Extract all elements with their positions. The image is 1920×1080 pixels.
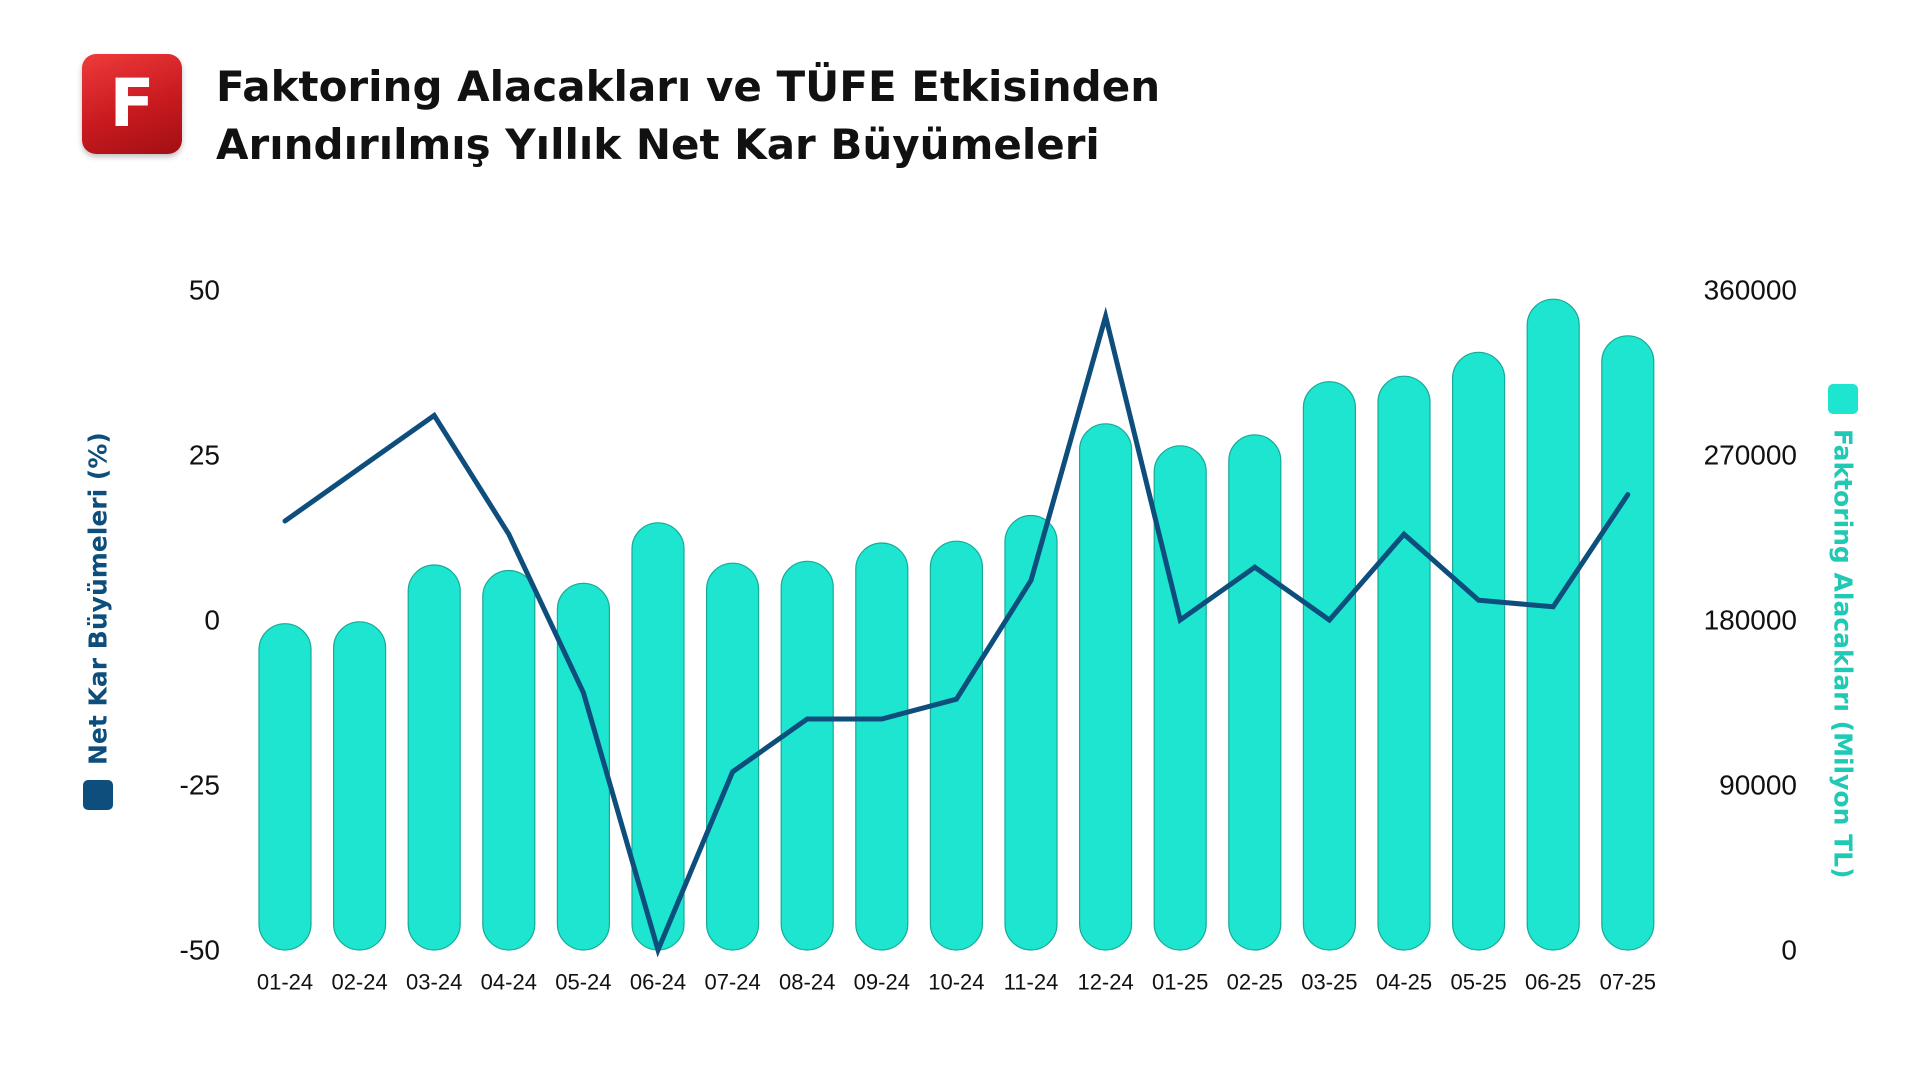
x-axis-ticks: 01-24 02-24 03-24 04-24 05-24 06-24 07-24 08-24… (257, 970, 1656, 995)
bar-11-24 (1004, 514, 1058, 951)
left-axis-ticks: 50 25 0 -25 -50 (180, 275, 220, 966)
x-tick-label: 03-24 (406, 970, 462, 995)
bar-05-25 (1451, 351, 1506, 951)
bar-08-24 (780, 560, 834, 951)
bar-06-25 (1526, 298, 1580, 951)
right-legend-swatch (1828, 384, 1858, 414)
x-tick-label: 05-24 (555, 970, 611, 995)
right-tick-label: 270000 (1704, 440, 1797, 471)
x-tick-label: 06-24 (630, 970, 686, 995)
right-axis-ticks: 360000 270000 180000 90000 0 (1704, 275, 1797, 966)
x-tick-label: 07-24 (704, 970, 760, 995)
x-tick-label: 10-24 (928, 970, 984, 995)
x-tick-label: 01-24 (257, 970, 313, 995)
left-axis-title: Net Kar Büyümeleri (%) (83, 432, 113, 810)
logo-letter: F (109, 65, 155, 142)
chart-title-line-1: Faktoring Alacakları ve TÜFE Etkisinden (216, 62, 1161, 111)
left-tick-label: 50 (189, 275, 220, 306)
bar-03-24 (407, 564, 461, 951)
bar-series (258, 298, 1655, 951)
left-tick-label: 0 (204, 605, 220, 636)
right-tick-label: 90000 (1719, 770, 1797, 801)
x-tick-label: 09-24 (854, 970, 910, 995)
left-legend-swatch (83, 780, 113, 810)
bar-01-25 (1153, 445, 1207, 951)
bar-02-24 (333, 621, 387, 951)
x-tick-label: 01-25 (1152, 970, 1208, 995)
x-tick-label: 03-25 (1301, 970, 1357, 995)
right-tick-label: 180000 (1704, 605, 1797, 636)
left-axis-label: Net Kar Büyümeleri (%) (84, 432, 113, 765)
x-tick-label: 02-25 (1227, 970, 1283, 995)
chart-title-line-2: Arındırılmış Yıllık Net Kar Büyümeleri (216, 120, 1100, 169)
right-axis-label: Faktoring Alacakları (Milyon TL) (1829, 429, 1858, 879)
chart-title: Faktoring Alacakları ve TÜFE Etkisinden … (216, 58, 1416, 174)
line-series (282, 306, 1631, 958)
x-tick-label: 06-25 (1525, 970, 1581, 995)
bar-02-25 (1228, 434, 1282, 951)
x-tick-label: 02-24 (331, 970, 387, 995)
x-tick-label: 07-25 (1600, 970, 1656, 995)
x-tick-label: 04-24 (481, 970, 537, 995)
brand-logo: F (82, 54, 182, 154)
left-tick-label: -50 (180, 935, 220, 966)
left-tick-label: -25 (180, 770, 220, 801)
bar-09-24 (855, 542, 909, 951)
right-axis-title: Faktoring Alacakları (Milyon TL) (1828, 384, 1858, 879)
bar-04-24 (482, 569, 536, 951)
left-tick-label: 25 (189, 440, 220, 471)
x-tick-label: 08-24 (779, 970, 835, 995)
bar-04-25 (1377, 375, 1431, 951)
right-tick-label: 0 (1781, 935, 1797, 966)
bar-01-24 (258, 623, 312, 951)
bar-07-25 (1601, 335, 1655, 951)
bar-07-24 (705, 562, 760, 951)
bar-05-24 (556, 582, 611, 951)
bar-10-24 (929, 540, 984, 951)
x-tick-label: 05-25 (1450, 970, 1506, 995)
right-tick-label: 360000 (1704, 275, 1797, 306)
bar-03-25 (1302, 381, 1357, 951)
x-tick-label: 12-24 (1077, 970, 1133, 995)
bar-12-24 (1078, 423, 1133, 951)
x-tick-label: 11-24 (1004, 970, 1059, 995)
x-tick-label: 04-25 (1376, 970, 1432, 995)
